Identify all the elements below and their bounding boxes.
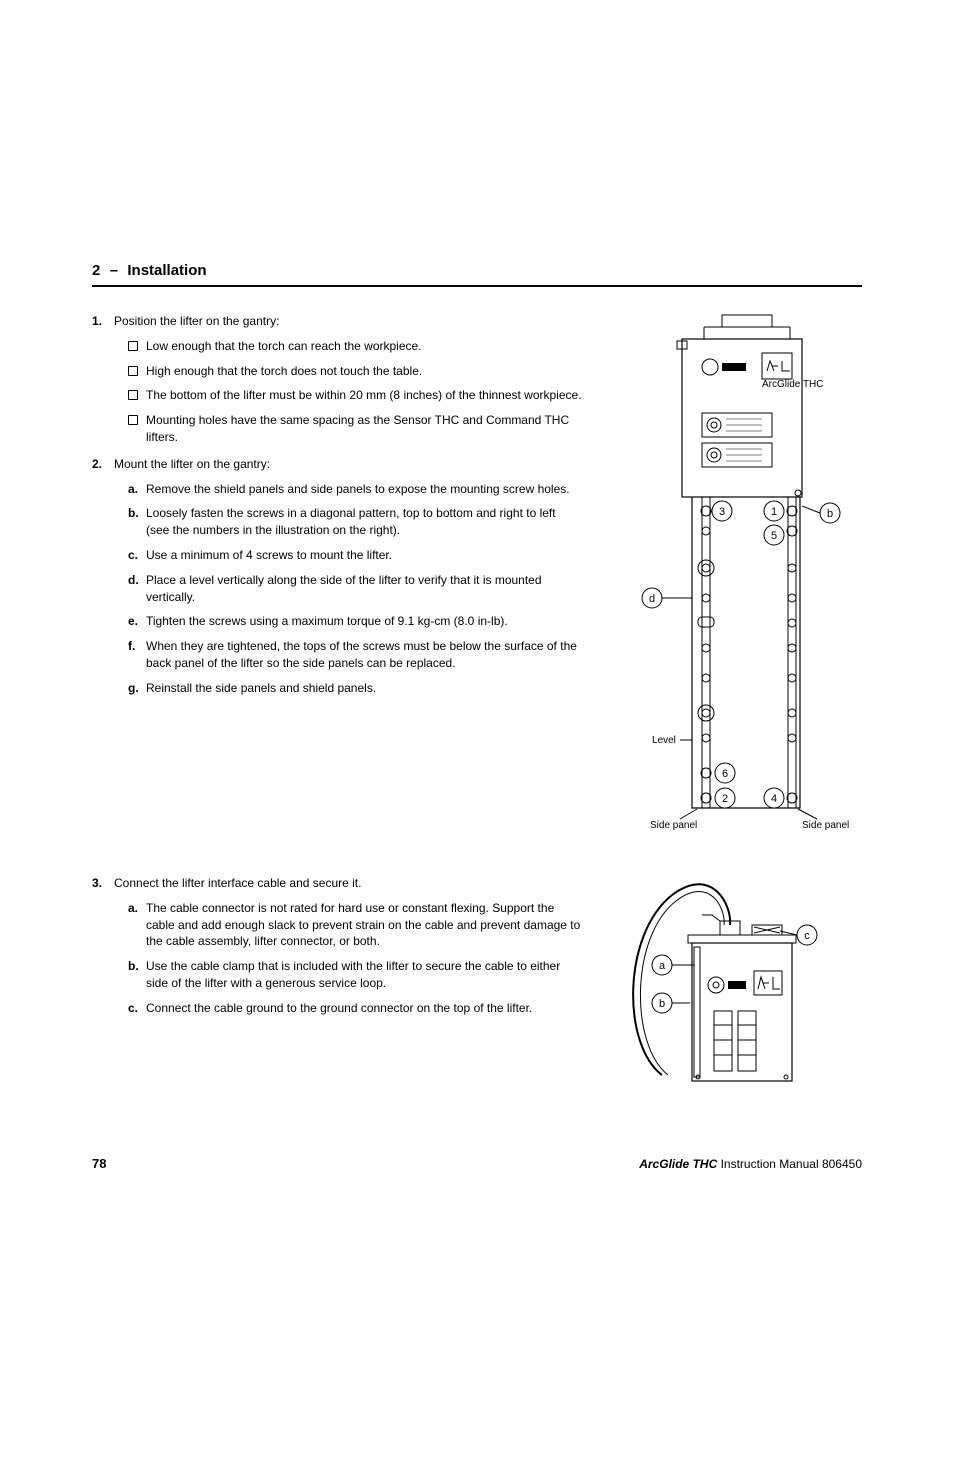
svg-text:Side panel: Side panel xyxy=(802,820,849,831)
letter-text: Place a level vertically along the side … xyxy=(146,573,542,604)
step-2: 2. Mount the lifter on the gantry: a. Rem… xyxy=(92,456,582,697)
footer-tail: Instruction Manual 806450 xyxy=(717,1157,862,1171)
svg-text:3: 3 xyxy=(719,506,725,518)
letter-text: Connect the cable ground to the ground c… xyxy=(146,1001,532,1015)
letter-text: Reinstall the side panels and shield pan… xyxy=(146,681,376,695)
svg-text:b: b xyxy=(827,508,833,520)
svg-text:4: 4 xyxy=(771,793,777,805)
letter-label: d. xyxy=(128,572,139,589)
letter-label: b. xyxy=(128,505,139,522)
letter-item: b. Loosely fasten the screws in a diagona… xyxy=(114,505,582,539)
bullet-item: High enough that the torch does not touc… xyxy=(114,363,582,380)
letter-label: b. xyxy=(128,958,139,975)
letter-text: Use the cable clamp that is included wit… xyxy=(146,959,560,990)
section-dash: – xyxy=(110,262,118,279)
step-list: 1. Position the lifter on the gantry: Lo… xyxy=(92,313,582,697)
letter-item: a. The cable connector is not rated for h… xyxy=(114,900,582,950)
step-2-number: 2. xyxy=(92,456,102,473)
svg-text:6: 6 xyxy=(722,768,728,780)
figure-2: a b c xyxy=(602,875,862,1085)
svg-text:d: d xyxy=(649,593,655,605)
section-header: 2 – Installation xyxy=(92,260,862,287)
letter-label: g. xyxy=(128,680,139,697)
letter-label: f. xyxy=(128,638,135,655)
svg-text:5: 5 xyxy=(771,530,777,542)
svg-text:1: 1 xyxy=(771,506,777,518)
letter-item: d. Place a level vertically along the sid… xyxy=(114,572,582,606)
step-2-text: Mount the lifter on the gantry: xyxy=(114,457,270,471)
second-content-row: 3. Connect the lifter interface cable an… xyxy=(92,875,862,1085)
step-3-items: a. The cable connector is not rated for h… xyxy=(114,900,582,1017)
letter-item: a. Remove the shield panels and side pane… xyxy=(114,481,582,498)
page-number: 78 xyxy=(92,1155,106,1173)
step-1-number: 1. xyxy=(92,313,102,330)
letter-item: c. Connect the cable ground to the ground… xyxy=(114,1000,582,1017)
letter-label: a. xyxy=(128,900,138,917)
letter-label: a. xyxy=(128,481,138,498)
bullet-item: The bottom of the lifter must be within … xyxy=(114,387,582,404)
section-number: 2 xyxy=(92,262,100,279)
step-1: 1. Position the lifter on the gantry: Lo… xyxy=(92,313,582,446)
step-3-text: Connect the lifter interface cable and s… xyxy=(114,876,361,890)
step-1-text: Position the lifter on the gantry: xyxy=(114,314,279,328)
letter-item: f. When they are tightened, the tops of t… xyxy=(114,638,582,672)
left-column: 1. Position the lifter on the gantry: Lo… xyxy=(92,313,582,853)
step-list-2: 3. Connect the lifter interface cable an… xyxy=(92,875,582,1017)
letter-text: The cable connector is not rated for har… xyxy=(146,901,580,949)
section-title: Installation xyxy=(127,262,206,279)
letter-item: g. Reinstall the side panels and shield p… xyxy=(114,680,582,697)
step-2-items: a. Remove the shield panels and side pane… xyxy=(114,481,582,697)
svg-text:Side panel: Side panel xyxy=(650,820,697,831)
letter-item: e. Tighten the screws using a maximum tor… xyxy=(114,613,582,630)
svg-text:Level: Level xyxy=(652,735,676,746)
bullet-item: Low enough that the torch can reach the … xyxy=(114,338,582,355)
left-column-2: 3. Connect the lifter interface cable an… xyxy=(92,875,582,1085)
letter-label: c. xyxy=(128,547,138,564)
footer-reference: ArcGlide THC Instruction Manual 806450 xyxy=(639,1156,862,1173)
lifter-diagram-icon: ArcGlide THC xyxy=(602,313,862,853)
letter-text: Use a minimum of 4 screws to mount the l… xyxy=(146,548,392,562)
svg-text:a: a xyxy=(659,960,666,972)
bullet-item: Mounting holes have the same spacing as … xyxy=(114,412,582,446)
step-3: 3. Connect the lifter interface cable an… xyxy=(92,875,582,1017)
letter-text: When they are tightened, the tops of the… xyxy=(146,639,577,670)
svg-text:2: 2 xyxy=(722,793,728,805)
svg-text:c: c xyxy=(804,930,810,942)
letter-text: Tighten the screws using a maximum torqu… xyxy=(146,614,508,628)
svg-text:b: b xyxy=(659,998,665,1010)
figure-1: ArcGlide THC xyxy=(602,313,862,853)
step-3-number: 3. xyxy=(92,875,102,892)
step-1-bullets: Low enough that the torch can reach the … xyxy=(114,338,582,446)
svg-text:ArcGlide THC: ArcGlide THC xyxy=(762,379,824,390)
letter-text: Loosely fasten the screws in a diagonal … xyxy=(146,506,556,537)
letter-text: Remove the shield panels and side panels… xyxy=(146,482,570,496)
letter-label: c. xyxy=(128,1000,138,1017)
product-name: ArcGlide THC xyxy=(639,1157,717,1171)
page-footer: 78 ArcGlide THC Instruction Manual 80645… xyxy=(92,1155,862,1173)
letter-label: e. xyxy=(128,613,138,630)
cable-diagram-icon: a b c xyxy=(602,875,822,1085)
main-content-row: 1. Position the lifter on the gantry: Lo… xyxy=(92,313,862,853)
letter-item: c. Use a minimum of 4 screws to mount the… xyxy=(114,547,582,564)
letter-item: b. Use the cable clamp that is included w… xyxy=(114,958,582,992)
